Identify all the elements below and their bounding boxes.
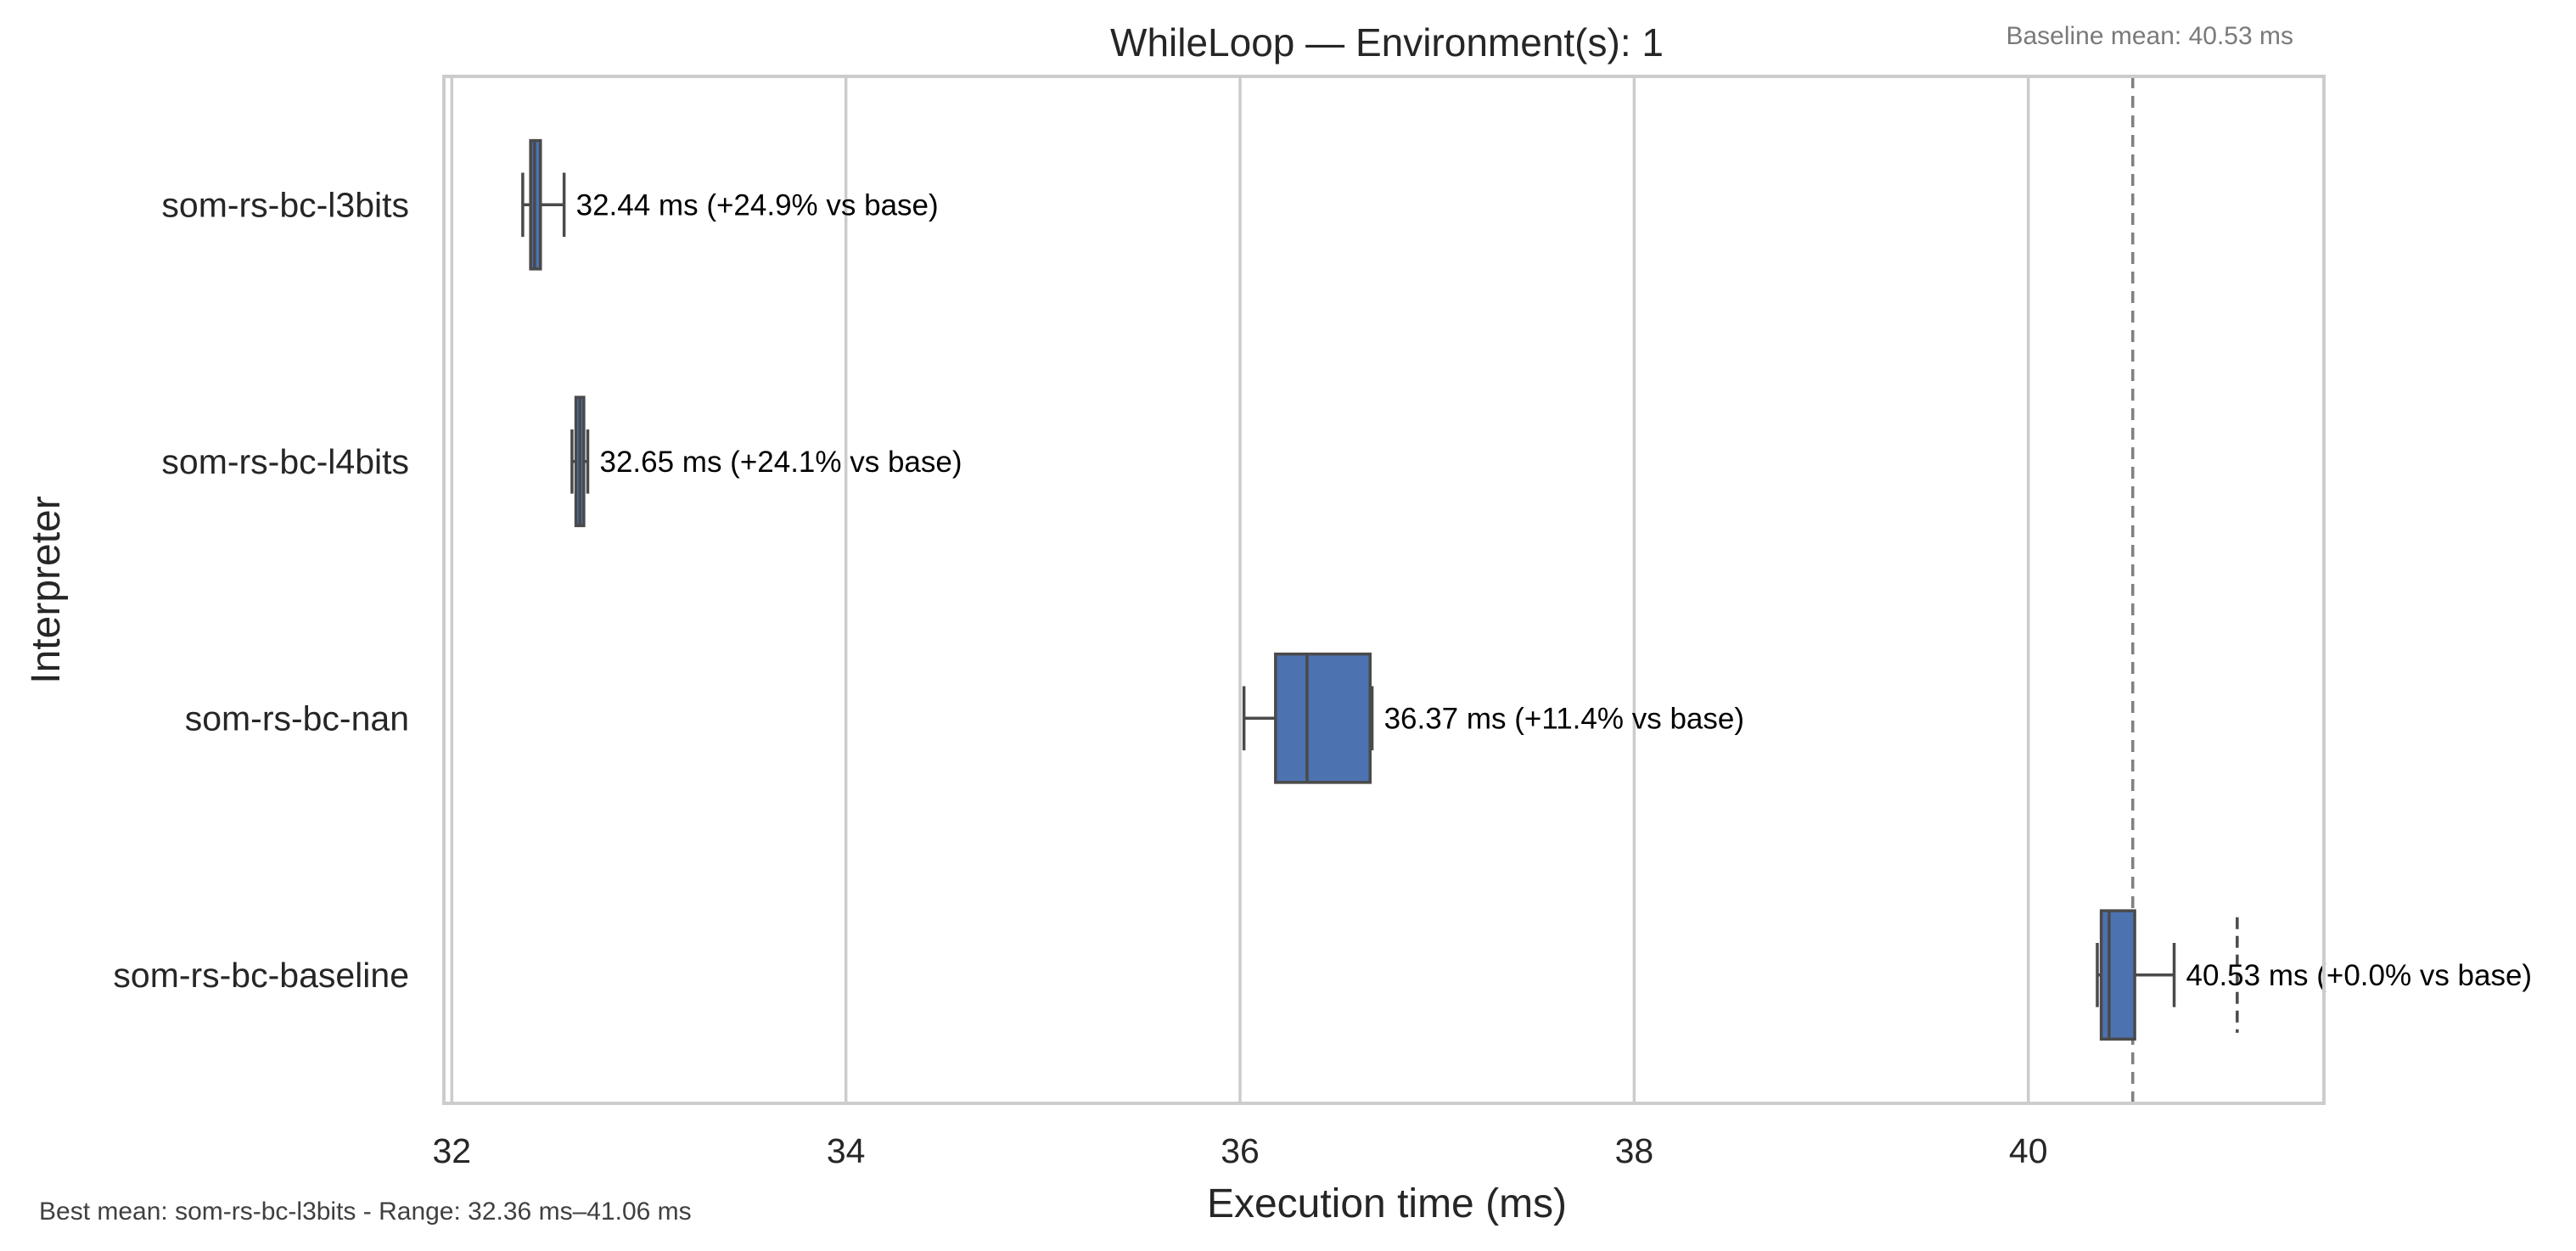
iqr-box (2099, 909, 2136, 1041)
x-tick-label: 32 (432, 1131, 471, 1170)
box-som-rs-bc-l4bits: 32.65 ms (+24.1% vs base) (570, 395, 962, 528)
y-tick-label: som-rs-bc-l4bits (161, 442, 409, 481)
iqr-box (1274, 652, 1372, 784)
box-som-rs-bc-baseline: 40.53 ms (+0.0% vs base) (2096, 909, 2533, 1041)
mean-annotation: 32.44 ms (+24.9% vs base) (576, 188, 939, 222)
boxes: 32.44 ms (+24.9% vs base) 32.65 ms (+24.1… (521, 138, 2533, 1041)
mean-annotation: 40.53 ms (+0.0% vs base) (2186, 959, 2533, 992)
x-tick-label: 40 (2009, 1131, 2048, 1170)
x-tick-label: 34 (827, 1131, 866, 1170)
box-som-rs-bc-l3bits: 32.44 ms (+24.9% vs base) (521, 138, 939, 271)
plot-frame (442, 75, 2326, 1105)
x-tick-label: 38 (1615, 1131, 1654, 1170)
baseline-note: Baseline mean: 40.53 ms (2006, 22, 2293, 50)
footer-note: Best mean: som-rs-bc-l3bits - Range: 32.… (39, 1198, 692, 1226)
x-tick-label: 36 (1221, 1131, 1260, 1170)
y-tick-label: som-rs-bc-baseline (113, 956, 409, 995)
mean-annotation: 36.37 ms (+11.4% vs base) (1384, 702, 1744, 735)
y-tick-labels: som-rs-bc-l3bits som-rs-bc-l4bits som-rs-b… (113, 185, 409, 995)
mean-annotation: 32.65 ms (+24.1% vs base) (599, 446, 962, 479)
chart-title: WhileLoop — Environment(s): 1 (1110, 20, 1664, 65)
y-tick-label: som-rs-bc-l3bits (161, 185, 409, 224)
box-som-rs-bc-nan: 36.37 ms (+11.4% vs base) (1242, 652, 1744, 784)
x-tick-labels: 32 34 36 38 40 (432, 1131, 2047, 1170)
y-axis-title: Interpreter (24, 496, 69, 683)
gridlines (450, 76, 2030, 1103)
y-tick-label: som-rs-bc-nan (185, 698, 409, 738)
x-axis-title: Execution time (ms) (1207, 1181, 1567, 1226)
